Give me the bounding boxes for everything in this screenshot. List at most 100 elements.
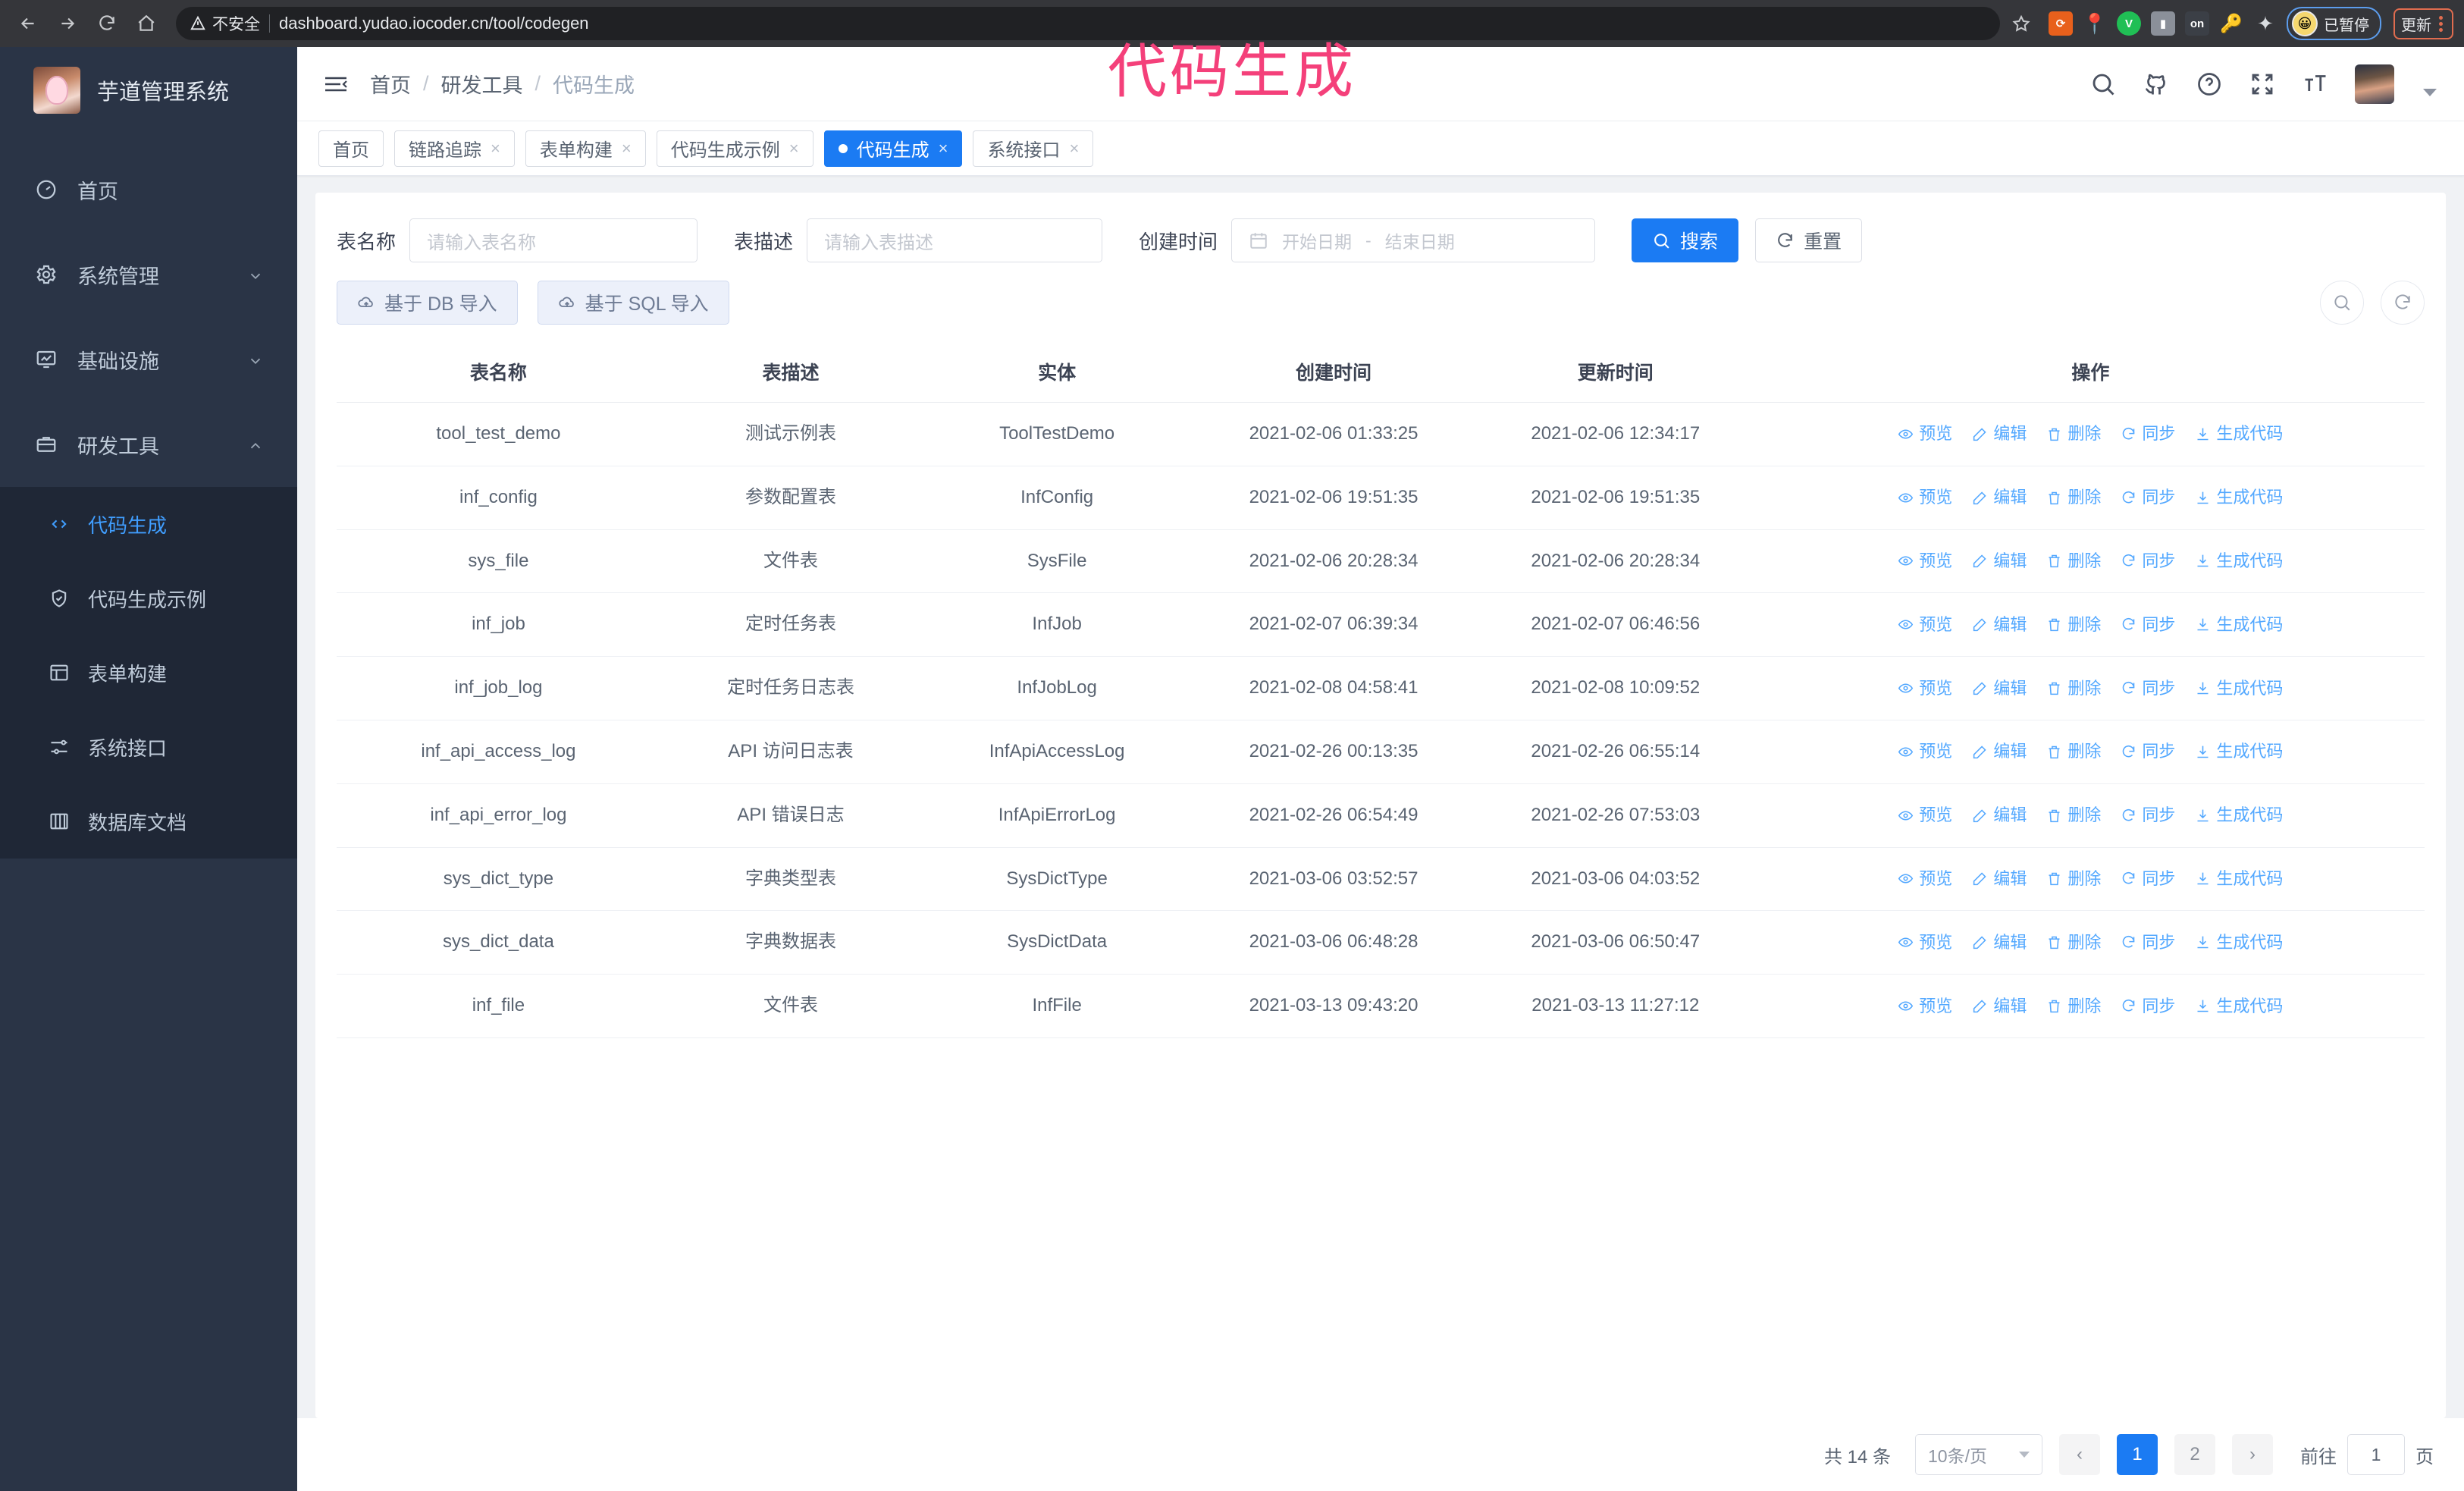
op-delete-button[interactable]: 删除 — [2046, 867, 2101, 891]
op-edit-button[interactable]: 编辑 — [1972, 549, 2027, 573]
close-icon[interactable]: × — [621, 138, 632, 158]
reload-icon[interactable] — [89, 6, 124, 41]
import-sql-button[interactable]: 基于 SQL 导入 — [537, 281, 729, 325]
op-generate-button[interactable]: 生成代码 — [2195, 485, 2283, 510]
sidebar-toggle-icon[interactable] — [323, 73, 349, 96]
chevron-down-icon[interactable] — [2423, 88, 2437, 96]
op-sync-button[interactable]: 同步 — [2121, 803, 2175, 827]
op-edit-button[interactable]: 编辑 — [1972, 485, 2027, 510]
op-delete-button[interactable]: 删除 — [2046, 549, 2101, 573]
forward-icon[interactable] — [50, 6, 85, 41]
next-page-button[interactable]: › — [2232, 1434, 2273, 1475]
op-delete-button[interactable]: 删除 — [2046, 485, 2101, 510]
table-name-input[interactable]: 请输入表名称 — [409, 218, 698, 262]
op-generate-button[interactable]: 生成代码 — [2195, 867, 2283, 891]
op-generate-button[interactable]: 生成代码 — [2195, 994, 2283, 1019]
op-generate-button[interactable]: 生成代码 — [2195, 931, 2283, 955]
tab-codegen[interactable]: 代码生成 × — [823, 130, 963, 167]
fullscreen-icon[interactable] — [2249, 71, 2276, 98]
url-text[interactable]: dashboard.yudao.iocoder.cn/tool/codegen — [279, 14, 589, 33]
page-size-select[interactable]: 10条/页 — [1915, 1434, 2042, 1475]
op-delete-button[interactable]: 删除 — [2046, 422, 2101, 446]
op-preview-button[interactable]: 预览 — [1898, 549, 1952, 573]
tab-trace[interactable]: 链路追踪 × — [394, 130, 515, 167]
help-icon[interactable] — [2196, 71, 2223, 98]
op-sync-button[interactable]: 同步 — [2121, 739, 2175, 764]
op-delete-button[interactable]: 删除 — [2046, 739, 2101, 764]
op-edit-button[interactable]: 编辑 — [1972, 803, 2027, 827]
op-preview-button[interactable]: 预览 — [1898, 994, 1952, 1019]
op-sync-button[interactable]: 同步 — [2121, 931, 2175, 955]
op-sync-button[interactable]: 同步 — [2121, 549, 2175, 573]
import-db-button[interactable]: 基于 DB 导入 — [337, 281, 518, 325]
op-edit-button[interactable]: 编辑 — [1972, 994, 2027, 1019]
op-generate-button[interactable]: 生成代码 — [2195, 613, 2283, 637]
extension-pin-icon[interactable]: 📍 — [2082, 11, 2108, 35]
op-generate-button[interactable]: 生成代码 — [2195, 803, 2283, 827]
sidebar-item-system[interactable]: 系统管理 — [0, 232, 297, 317]
op-edit-button[interactable]: 编辑 — [1972, 867, 2027, 891]
tab-codegen-demo[interactable]: 代码生成示例 × — [656, 130, 813, 167]
op-delete-button[interactable]: 删除 — [2046, 931, 2101, 955]
op-generate-button[interactable]: 生成代码 — [2195, 422, 2283, 446]
op-sync-button[interactable]: 同步 — [2121, 485, 2175, 510]
brand[interactable]: 芋道管理系统 — [0, 47, 297, 133]
op-preview-button[interactable]: 预览 — [1898, 739, 1952, 764]
extension-on-icon[interactable]: on — [2185, 11, 2209, 36]
back-icon[interactable] — [11, 6, 45, 41]
op-preview-button[interactable]: 预览 — [1898, 867, 1952, 891]
search-icon[interactable] — [2089, 71, 2117, 98]
op-edit-button[interactable]: 编辑 — [1972, 676, 2027, 701]
sidebar-item-codegen[interactable]: 代码生成 — [0, 487, 297, 561]
reset-button[interactable]: 重置 — [1755, 218, 1863, 262]
op-preview-button[interactable]: 预览 — [1898, 931, 1952, 955]
sidebar-item-home[interactable]: 首页 — [0, 147, 297, 232]
op-generate-button[interactable]: 生成代码 — [2195, 549, 2283, 573]
op-delete-button[interactable]: 删除 — [2046, 613, 2101, 637]
table-search-toggle-button[interactable] — [2320, 281, 2364, 325]
sidebar-item-system-api[interactable]: 系统接口 — [0, 710, 297, 784]
close-icon[interactable]: × — [938, 138, 948, 158]
op-edit-button[interactable]: 编辑 — [1972, 931, 2027, 955]
sidebar-item-db-doc[interactable]: 数据库文档 — [0, 784, 297, 859]
extension-blue-icon[interactable]: ▮ — [2151, 11, 2175, 36]
op-delete-button[interactable]: 删除 — [2046, 676, 2101, 701]
avatar[interactable] — [2355, 64, 2394, 104]
op-preview-button[interactable]: 预览 — [1898, 422, 1952, 446]
op-sync-button[interactable]: 同步 — [2121, 422, 2175, 446]
sidebar-item-form-builder[interactable]: 表单构建 — [0, 636, 297, 710]
github-icon[interactable] — [2143, 71, 2170, 98]
close-icon[interactable]: × — [491, 138, 500, 158]
tab-home[interactable]: 首页 — [318, 130, 384, 167]
address-bar[interactable]: 不安全 dashboard.yudao.iocoder.cn/tool/code… — [176, 7, 2000, 40]
jump-page-input[interactable]: 1 — [2347, 1434, 2405, 1475]
breadcrumb-item-home[interactable]: 首页 — [370, 74, 411, 97]
op-preview-button[interactable]: 预览 — [1898, 676, 1952, 701]
op-sync-button[interactable]: 同步 — [2121, 994, 2175, 1019]
op-delete-button[interactable]: 删除 — [2046, 803, 2101, 827]
search-button[interactable]: 搜索 — [1632, 218, 1739, 262]
close-icon[interactable]: × — [1069, 138, 1080, 158]
table-desc-input[interactable]: 请输入表描述 — [807, 218, 1103, 262]
page-button-1[interactable]: 1 — [2117, 1434, 2158, 1475]
sidebar-item-devtools[interactable]: 研发工具 — [0, 402, 297, 487]
breadcrumb-item-devtools[interactable]: 研发工具 — [440, 74, 523, 97]
close-icon[interactable]: × — [788, 138, 799, 158]
prev-page-button[interactable]: ‹ — [2059, 1434, 2100, 1475]
op-edit-button[interactable]: 编辑 — [1972, 422, 2027, 446]
sidebar-item-codegen-demo[interactable]: 代码生成示例 — [0, 561, 297, 636]
extensions-puzzle-icon[interactable]: ✦ — [2257, 11, 2274, 35]
font-size-icon[interactable] — [2302, 71, 2329, 98]
extension-key-icon[interactable]: 🔑 — [2220, 13, 2243, 34]
pause-status-pill[interactable]: 😀 已暂停 — [2287, 7, 2381, 40]
op-edit-button[interactable]: 编辑 — [1972, 739, 2027, 764]
op-generate-button[interactable]: 生成代码 — [2195, 739, 2283, 764]
table-refresh-button[interactable] — [2381, 281, 2425, 325]
sidebar-item-infrastructure[interactable]: 基础设施 — [0, 317, 297, 402]
extension-green-circle-icon[interactable]: V — [2117, 11, 2141, 36]
op-generate-button[interactable]: 生成代码 — [2195, 676, 2283, 701]
extension-orange-icon[interactable]: ⟳ — [2049, 11, 2073, 36]
op-preview-button[interactable]: 预览 — [1898, 485, 1952, 510]
tab-form-builder[interactable]: 表单构建 × — [525, 130, 646, 167]
update-button[interactable]: 更新 — [2393, 8, 2453, 39]
